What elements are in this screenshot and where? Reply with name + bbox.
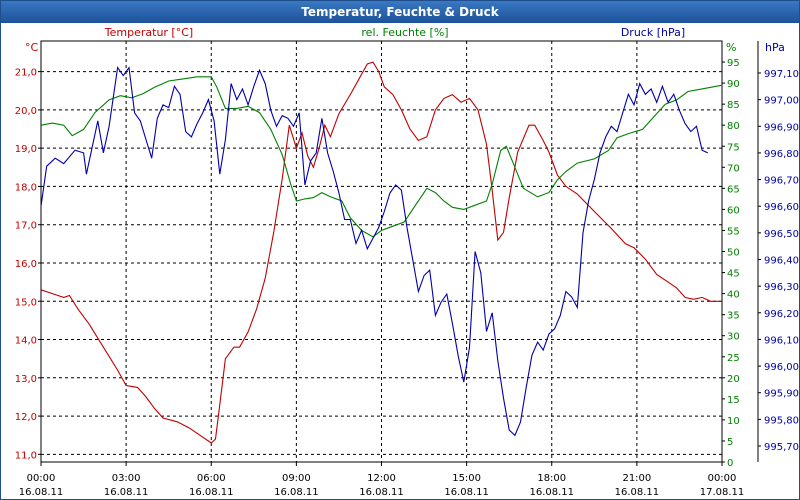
y-left-tick-label: 15,0 — [15, 297, 37, 308]
y-right2-tick-label: 996,60 — [764, 202, 799, 213]
y-right1-unit: % — [726, 41, 736, 54]
series-line-pressure — [40, 66, 709, 437]
y-right1-tick-label: 85 — [727, 100, 740, 111]
y-left-tick-label: 12,0 — [15, 412, 37, 423]
y-right1-tick-label: 5 — [727, 437, 733, 448]
y-right2-tick-label: 996,40 — [764, 255, 799, 266]
y-right1-tick-label: 95 — [727, 58, 740, 69]
y-right1-tick-label: 80 — [727, 121, 740, 132]
y-right2-tick-label: 996,30 — [764, 282, 799, 293]
y-left-tick-label: 11,0 — [15, 450, 37, 461]
y-right1-tick-label: 15 — [727, 395, 740, 406]
y-right1-tick-label: 30 — [727, 332, 740, 343]
x-tick-label-date: 16.08.11 — [189, 487, 234, 498]
x-tick-label-date: 16.08.11 — [529, 487, 574, 498]
y-right1-tick-label: 60 — [727, 205, 740, 216]
x-tick-label-date: 16.08.11 — [19, 487, 64, 498]
y-left-tick-label: 17,0 — [15, 221, 37, 232]
y-right2-tick-label: 996,20 — [764, 309, 799, 320]
y-left-tick-label: 21,0 — [15, 68, 37, 79]
x-tick-label-date: 17.08.11 — [700, 487, 745, 498]
y-left-unit: °C — [25, 41, 39, 54]
y-right1-tick-label: 40 — [727, 290, 740, 301]
y-left-tick-label: 16,0 — [15, 259, 37, 270]
y-right2-tick-label: 996,10 — [764, 335, 799, 346]
y-left-tick-label: 19,0 — [15, 144, 37, 155]
y-left-tick-label: 13,0 — [15, 374, 37, 385]
x-tick-label-time: 06:00 — [197, 473, 226, 484]
y-right1-tick-label: 10 — [727, 416, 740, 427]
x-tick-label-time: 18:00 — [537, 473, 566, 484]
series-line-temperature — [40, 61, 722, 444]
y-right1-tick-label: 55 — [727, 226, 740, 237]
x-tick-label-date: 16.08.11 — [444, 487, 489, 498]
y-right1-tick-label: 45 — [727, 269, 740, 280]
y-right1-tick-label: 0 — [727, 458, 733, 469]
y-right2-tick-label: 996,90 — [764, 122, 799, 133]
y-right2-tick-label: 996,00 — [764, 362, 799, 373]
y-right2-tick-label: 996,50 — [764, 229, 799, 240]
y-left-label: Temperatur [°C] — [104, 26, 193, 39]
y-right1-tick-label: 50 — [727, 248, 740, 259]
x-tick-label-time: 03:00 — [112, 473, 141, 484]
x-tick-label-date: 16.08.11 — [359, 487, 404, 498]
y-right2-tick-label: 996,70 — [764, 176, 799, 187]
y-right2-tick-label: 997,00 — [764, 96, 799, 107]
x-tick-label-date: 16.08.11 — [104, 487, 149, 498]
y-right1-tick-label: 75 — [727, 142, 740, 153]
y-right2-tick-label: 995,80 — [764, 415, 799, 426]
y-right2-unit: hPa — [765, 41, 785, 54]
y-right1-tick-label: 25 — [727, 353, 740, 364]
y-right2-tick-label: 996,80 — [764, 149, 799, 160]
y-right2-label: Druck [hPa] — [621, 26, 685, 39]
x-tick-label-time: 09:00 — [282, 473, 311, 484]
chart-title: Temperatur, Feuchte & Druck — [1, 1, 799, 23]
x-tick-label-time: 21:00 — [622, 473, 651, 484]
y-left-tick-label: 18,0 — [15, 182, 37, 193]
y-right2-tick-label: 995,70 — [764, 442, 799, 453]
x-tick-label-date: 16.08.11 — [274, 487, 319, 498]
x-tick-label-time: 15:00 — [452, 473, 481, 484]
y-right1-tick-label: 65 — [727, 184, 740, 195]
y-left-tick-label: 14,0 — [15, 336, 37, 347]
y-right2-tick-label: 997,10 — [764, 69, 799, 80]
x-tick-label-time: 00:00 — [27, 473, 56, 484]
y-right1-tick-label: 90 — [727, 79, 740, 90]
y-right1-tick-label: 20 — [727, 374, 740, 385]
y-right2-tick-label: 995,90 — [764, 389, 799, 400]
y-right1-tick-label: 35 — [727, 311, 740, 322]
x-tick-label-date: 16.08.11 — [615, 487, 660, 498]
y-right1-tick-label: 70 — [727, 163, 740, 174]
y-left-tick-label: 20,0 — [15, 106, 37, 117]
x-tick-label-time: 00:00 — [708, 473, 737, 484]
x-tick-label-time: 12:00 — [367, 473, 396, 484]
y-right1-label: rel. Feuchte [%] — [361, 26, 448, 39]
